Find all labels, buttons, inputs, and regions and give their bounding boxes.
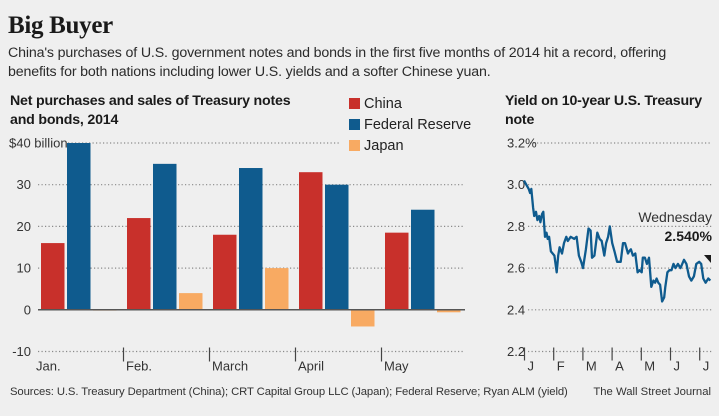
bar-japan [437, 309, 461, 313]
y-tick-label: $40 billion [9, 136, 68, 151]
x-tick-label: A [615, 359, 624, 374]
bar-china [385, 232, 409, 310]
legend-item-china: China [349, 93, 471, 114]
chart-subtitle: China's purchases of U.S. government not… [8, 45, 667, 80]
bar-chart-title: Net purchases and sales of Treasury note… [10, 93, 291, 128]
bar-federal-reserve [411, 209, 435, 310]
x-tick-label: March [212, 359, 248, 374]
y-tick-label: 2.6 [507, 261, 525, 276]
bar-japan [179, 293, 203, 310]
bar-federal-reserve [153, 163, 177, 310]
x-tick-label: J [674, 359, 681, 374]
x-tick-label: M [644, 359, 655, 374]
legend-item-japan: Japan [349, 135, 471, 156]
x-tick-label: Jan. [36, 359, 61, 374]
y-tick-label: 2.8 [507, 219, 525, 234]
y-tick-label: 2.4 [507, 302, 525, 317]
y-tick-label: -10 [12, 344, 31, 359]
x-tick-label: Feb. [126, 359, 152, 374]
y-tick-label: 2.2 [507, 344, 525, 359]
y-tick-label: 3.2% [507, 136, 537, 151]
bar-china [41, 243, 65, 310]
legend-swatch-china [349, 98, 360, 109]
legend-swatch-federal-reserve [349, 119, 360, 130]
x-tick-label: M [586, 359, 597, 374]
annotation-label: Wednesday [638, 209, 712, 225]
bar-federal-reserve [239, 168, 263, 310]
line-chart-title: Yield on 10-year U.S. Treasury note [505, 93, 702, 128]
x-tick-label: F [557, 359, 565, 374]
bar-japan [351, 309, 375, 327]
y-tick-label: 10 [17, 261, 31, 276]
bar-china [127, 218, 151, 310]
annotation-pointer-icon [704, 255, 711, 263]
annotation-value: 2.540% [665, 228, 713, 244]
bar-china [299, 172, 323, 310]
bar-japan [265, 268, 289, 310]
legend: China Federal Reserve Japan [349, 93, 471, 156]
y-tick-label: 3.0 [507, 177, 525, 192]
y-tick-label: 30 [17, 177, 31, 192]
bar-federal-reserve [67, 143, 91, 310]
x-tick-label: April [298, 359, 324, 374]
legend-label-china: China [364, 95, 402, 112]
legend-swatch-japan [349, 140, 360, 151]
legend-item-federal-reserve: Federal Reserve [349, 114, 471, 135]
x-tick-label: May [384, 359, 409, 374]
x-tick-label: J [528, 359, 535, 374]
legend-label-japan: Japan [364, 137, 404, 154]
y-tick-label: 0 [24, 302, 31, 317]
yield-line [522, 179, 712, 303]
credit-label: The Wall Street Journal [593, 386, 711, 398]
legend-label-federal-reserve: Federal Reserve [364, 116, 472, 133]
y-tick-label: 20 [17, 219, 31, 234]
bar-china [213, 234, 237, 310]
bar-federal-reserve [325, 184, 349, 310]
chart-title: Big Buyer [8, 12, 113, 39]
x-tick-label: J [703, 359, 710, 374]
sources-note: Sources: U.S. Treasury Department (China… [10, 386, 568, 398]
